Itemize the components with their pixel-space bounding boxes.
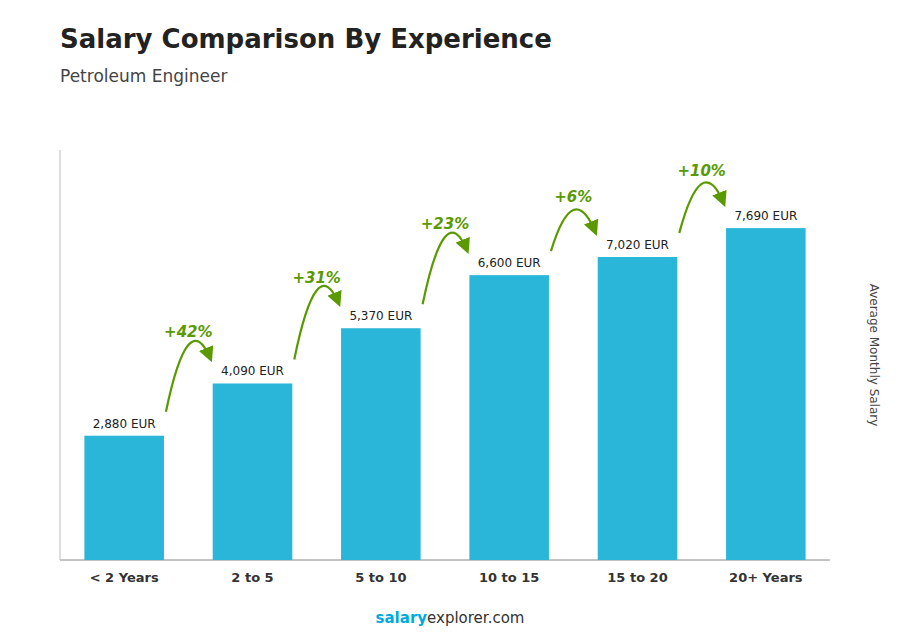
bar: [598, 257, 678, 560]
change-label: +10%: [677, 162, 725, 180]
bar: [469, 275, 549, 560]
title: Salary Comparison By Experience: [60, 24, 552, 54]
x-tick-label: 5 to 10: [355, 570, 406, 585]
subtitle: Petroleum Engineer: [60, 66, 227, 86]
bar: [213, 383, 293, 560]
change-arrow: [294, 286, 339, 360]
x-tick-label: 2 to 5: [231, 570, 273, 585]
bar: [726, 228, 806, 560]
data-label: 4,090 EUR: [221, 364, 284, 378]
data-label: 5,370 EUR: [349, 309, 412, 323]
change-label: +31%: [292, 269, 340, 287]
footer-part: salary: [376, 609, 428, 627]
footer: salaryexplorer.com: [376, 609, 525, 627]
bar: [84, 436, 164, 560]
x-tick-label: < 2 Years: [90, 570, 159, 585]
x-axis-line: [60, 560, 830, 561]
change-arrow: [166, 341, 211, 412]
change-arrow: [551, 209, 596, 251]
change-label: +6%: [554, 188, 592, 206]
y-axis-line: [60, 150, 61, 560]
x-tick-label: 15 to 20: [607, 570, 667, 585]
change-label: +42%: [164, 323, 212, 341]
x-tick-label: 10 to 15: [479, 570, 539, 585]
change-arrow: [679, 182, 724, 233]
data-label: 7,690 EUR: [734, 209, 797, 223]
change-arrow: [423, 233, 468, 305]
data-label: 6,600 EUR: [478, 256, 541, 270]
x-tick-label: 20+ Years: [729, 570, 803, 585]
data-label: 7,020 EUR: [606, 238, 669, 252]
bars: [84, 228, 805, 560]
arrows: [166, 182, 724, 411]
chart: Salary Comparison By Experience Petroleum…: [0, 0, 900, 641]
change-label: +23%: [421, 215, 469, 233]
y-axis-label: Average Monthly Salary: [867, 284, 881, 427]
footer-part: explorer.com: [427, 609, 524, 627]
bar: [341, 328, 421, 560]
data-label: 2,880 EUR: [93, 417, 156, 431]
